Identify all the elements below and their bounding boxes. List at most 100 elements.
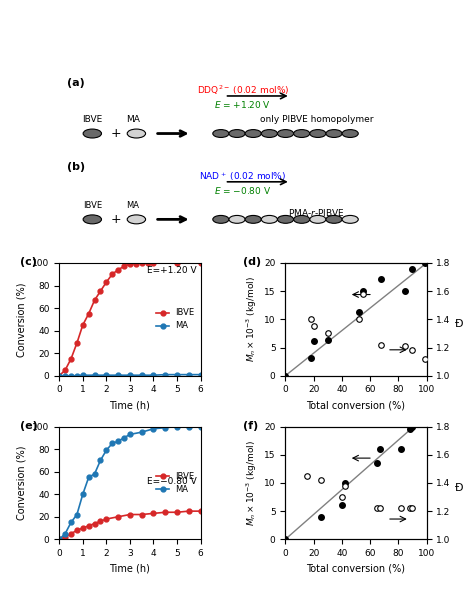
Line: IBVE: IBVE (57, 261, 203, 378)
Text: PMA-$r$-PIBVE: PMA-$r$-PIBVE (288, 207, 345, 218)
IBVE (103, 279, 109, 286)
IBVE (127, 511, 133, 518)
MA (186, 371, 191, 378)
Circle shape (261, 130, 277, 138)
IBVE (115, 513, 121, 521)
MA (56, 372, 62, 379)
IBVE (139, 511, 145, 518)
IBVE (92, 296, 98, 304)
Circle shape (229, 130, 245, 138)
Text: MA: MA (126, 201, 139, 210)
Text: $E$ = +1.20 V: $E$ = +1.20 V (214, 99, 272, 110)
IBVE (86, 522, 91, 530)
Text: (c): (c) (20, 258, 36, 267)
Circle shape (293, 216, 310, 223)
Circle shape (326, 216, 342, 223)
MA (198, 423, 203, 430)
MA (127, 371, 133, 379)
MA (68, 519, 74, 526)
MA (56, 536, 62, 543)
Legend: IBVE, MA: IBVE, MA (155, 470, 196, 496)
Y-axis label: $M_n \times 10^{-3}$ (kg/mol): $M_n \times 10^{-3}$ (kg/mol) (244, 440, 258, 526)
Y-axis label: $M_n \times 10^{-3}$ (kg/mol): $M_n \times 10^{-3}$ (kg/mol) (244, 276, 258, 362)
Text: +: + (111, 127, 121, 140)
Circle shape (245, 130, 261, 138)
IBVE (56, 536, 62, 543)
Line: MA: MA (57, 424, 203, 542)
IBVE (86, 310, 91, 318)
Circle shape (213, 130, 229, 138)
Circle shape (277, 216, 293, 223)
IBVE (92, 520, 98, 527)
X-axis label: Total conversion (%): Total conversion (%) (307, 564, 405, 574)
Text: NAD$^+$ (0.02 mol%): NAD$^+$ (0.02 mol%) (199, 170, 287, 183)
Text: (d): (d) (243, 258, 261, 267)
MA (74, 372, 80, 379)
Text: +: + (111, 213, 121, 226)
IBVE (163, 508, 168, 516)
MA (174, 423, 180, 430)
X-axis label: Total conversion (%): Total conversion (%) (307, 400, 405, 410)
IBVE (68, 355, 74, 362)
X-axis label: Time (h): Time (h) (109, 564, 150, 574)
Line: IBVE: IBVE (57, 508, 203, 542)
Text: (f): (f) (243, 421, 258, 431)
MA (98, 457, 103, 464)
Y-axis label: Conversion (%): Conversion (%) (17, 445, 27, 520)
Y-axis label: Conversion (%): Conversion (%) (17, 282, 27, 356)
MA (92, 371, 98, 379)
MA (139, 428, 145, 436)
Circle shape (310, 130, 326, 138)
MA (86, 474, 91, 481)
Circle shape (83, 215, 101, 224)
MA (80, 491, 86, 498)
Text: (e): (e) (20, 421, 37, 431)
IBVE (174, 508, 180, 516)
MA (68, 372, 74, 379)
IBVE (98, 287, 103, 295)
MA (121, 434, 127, 441)
MA (186, 423, 191, 430)
MA (198, 371, 203, 378)
MA (103, 371, 109, 379)
MA (151, 371, 156, 379)
IBVE (174, 259, 180, 267)
MA (163, 371, 168, 378)
IBVE (121, 262, 127, 270)
Text: only PIBVE homopolymer: only PIBVE homopolymer (260, 115, 373, 124)
MA (80, 371, 86, 379)
Text: (a): (a) (66, 78, 84, 88)
Y-axis label: Ð: Ð (455, 483, 463, 493)
MA (74, 511, 80, 518)
MA (139, 371, 145, 379)
Circle shape (245, 216, 261, 223)
IBVE (198, 259, 203, 267)
IBVE (151, 259, 156, 267)
Y-axis label: Ð: Ð (455, 319, 463, 329)
Circle shape (127, 129, 146, 138)
Text: $E$ = −0.80 V: $E$ = −0.80 V (214, 185, 272, 196)
IBVE (56, 372, 62, 379)
Circle shape (127, 215, 146, 224)
Circle shape (310, 216, 326, 223)
X-axis label: Time (h): Time (h) (109, 400, 150, 410)
IBVE (151, 510, 156, 517)
IBVE (80, 321, 86, 328)
IBVE (74, 527, 80, 534)
IBVE (186, 507, 191, 514)
MA (62, 372, 68, 379)
Text: IBVE: IBVE (82, 115, 102, 124)
Legend: IBVE, MA: IBVE, MA (155, 307, 196, 332)
IBVE (103, 515, 109, 522)
IBVE (62, 533, 68, 541)
Line: MA: MA (57, 372, 203, 378)
MA (115, 438, 121, 445)
IBVE (127, 261, 133, 268)
Circle shape (342, 130, 358, 138)
IBVE (139, 259, 145, 267)
Circle shape (293, 130, 310, 138)
Circle shape (261, 216, 277, 223)
MA (62, 530, 68, 538)
MA (103, 447, 109, 454)
IBVE (198, 507, 203, 514)
